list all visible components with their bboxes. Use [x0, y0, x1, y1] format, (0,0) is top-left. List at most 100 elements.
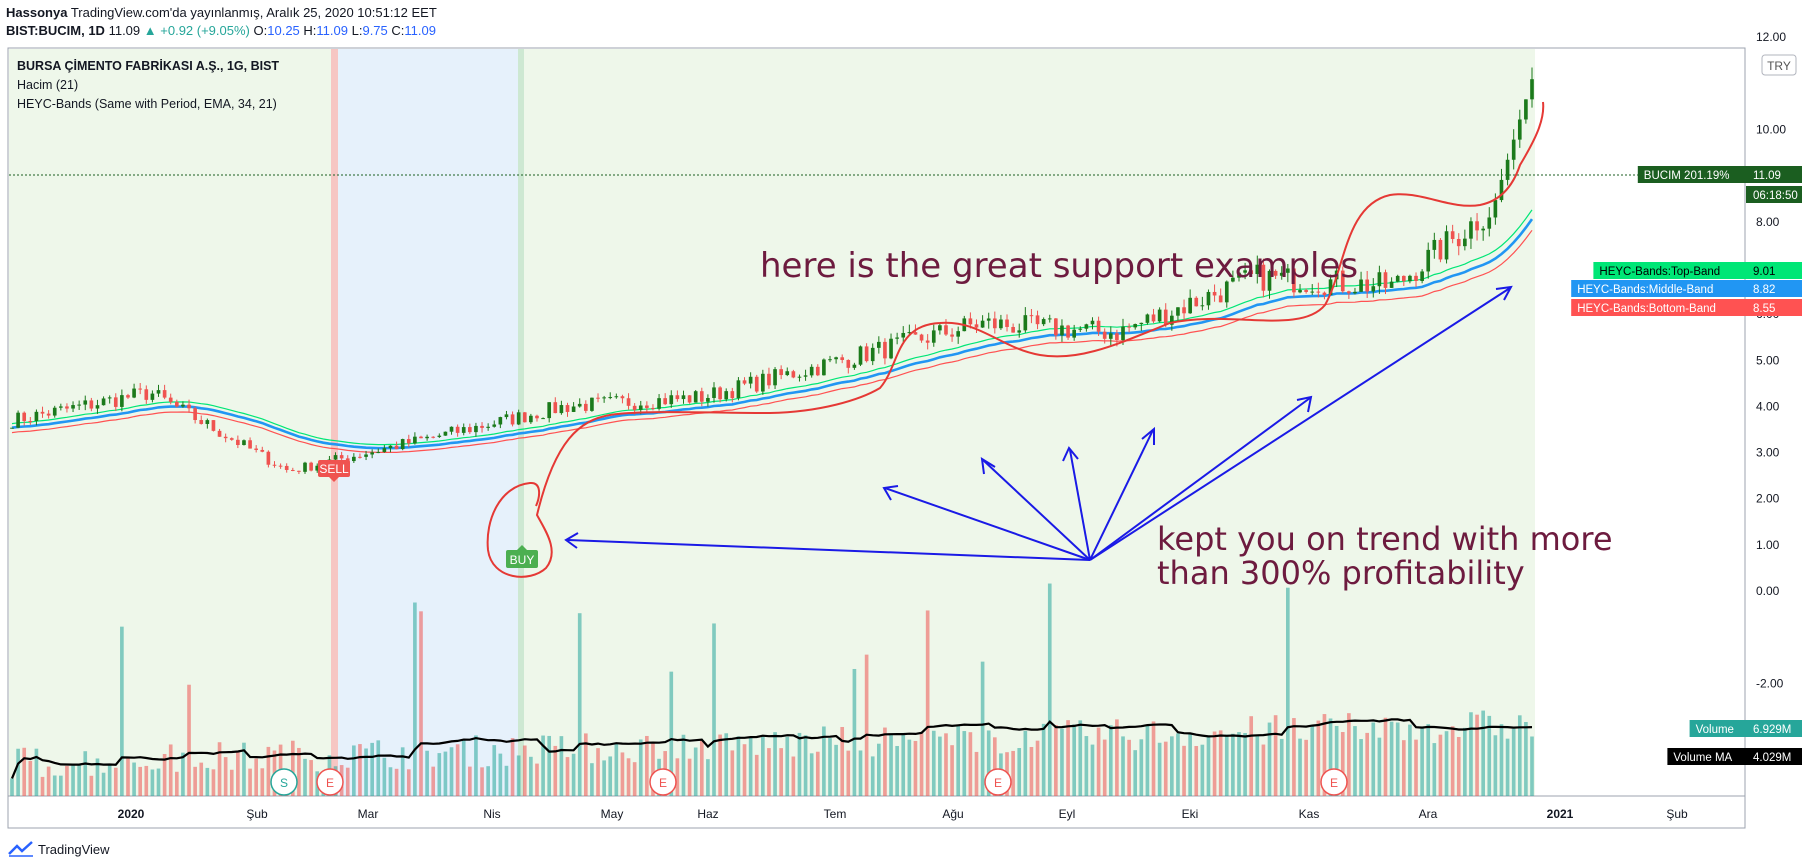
- buy-signal-label: BUY: [510, 553, 535, 567]
- tradingview-logo-icon: [8, 841, 33, 857]
- volume-bar: [1371, 722, 1376, 796]
- price-tag-label: Volume MA: [1673, 752, 1732, 764]
- candle-body: [645, 405, 649, 408]
- footer-brand[interactable]: TradingView: [38, 841, 110, 857]
- candle-body: [565, 405, 570, 412]
- candle-body: [1475, 221, 1479, 231]
- candle-body: [748, 376, 753, 384]
- volume-bar: [1188, 733, 1192, 796]
- volume-bar: [1279, 738, 1284, 796]
- candle-body: [699, 391, 704, 402]
- volume-bar: [1377, 737, 1382, 796]
- candle-body: [272, 464, 277, 466]
- arrow-1: [567, 539, 1091, 561]
- arrow-4-head: [1062, 446, 1079, 462]
- volume-bar: [1182, 745, 1186, 796]
- price-tag-label-box: [1689, 720, 1746, 737]
- price-tag-value-box: [1746, 166, 1802, 183]
- candle-body: [919, 334, 924, 341]
- price-tag-value-box: [1746, 299, 1802, 316]
- volume-bar: [1224, 734, 1229, 796]
- candle-body: [657, 398, 661, 409]
- volume-bar: [620, 752, 625, 796]
- candle-body: [1035, 315, 1040, 325]
- candle-body: [638, 405, 643, 410]
- candle-body: [724, 391, 729, 400]
- candle-body: [22, 412, 27, 421]
- volume-bar: [669, 671, 674, 796]
- legend-indicator: HEYC-Bands (Same with Period, EMA, 34, 2…: [17, 97, 277, 111]
- price-tag-label-box: [1667, 748, 1746, 765]
- volume-bar: [535, 763, 539, 796]
- candle-body: [907, 332, 912, 334]
- arrow-1-head: [564, 532, 579, 549]
- y-tick-label: 0.00: [1756, 584, 1780, 598]
- candle-body: [406, 439, 411, 444]
- candle-body: [1493, 200, 1498, 218]
- sell-signal-label: SELL: [319, 462, 349, 476]
- candle-body: [510, 414, 515, 425]
- arrow-3-head: [980, 457, 996, 475]
- volume-bar: [1102, 739, 1107, 796]
- candle-body: [1078, 328, 1083, 330]
- candle-body: [187, 404, 191, 409]
- volume-bar: [120, 626, 124, 796]
- volume-bar: [1054, 725, 1058, 796]
- candle-body: [504, 414, 509, 418]
- candle-body: [864, 346, 869, 362]
- candle-body: [559, 405, 564, 414]
- volume-bar: [1096, 727, 1101, 796]
- volume-bar: [1450, 726, 1455, 796]
- volume-bar: [113, 767, 118, 796]
- x-tick-label: 2020: [118, 807, 145, 821]
- y-axis-labels: 13.0012.0010.009.008.007.006.005.004.003…: [1756, 30, 1786, 690]
- volume-bar: [229, 769, 234, 796]
- price-tag-value: 6.929M: [1753, 724, 1791, 736]
- volume-bar: [174, 771, 179, 796]
- candle-body: [846, 359, 851, 368]
- volume-bar: [400, 747, 405, 796]
- volume-bar: [1389, 721, 1394, 796]
- volume-bar: [724, 733, 729, 796]
- top-band-line: [11, 209, 1533, 446]
- candle-body: [1505, 159, 1510, 180]
- price-tag-value-box: [1746, 280, 1802, 297]
- candle-body: [339, 455, 344, 459]
- candle-body: [1292, 268, 1296, 293]
- candle-body: [394, 445, 399, 450]
- candle-body: [205, 420, 210, 424]
- volume-bar: [1511, 728, 1516, 796]
- publish-info: TradingView.com'da yayınlanmış, Aralık 2…: [70, 5, 437, 20]
- volume-bar: [986, 730, 991, 796]
- candle-body: [614, 396, 619, 398]
- x-tick-label: Haz: [697, 807, 718, 821]
- volume-bar: [889, 733, 893, 796]
- candle-body: [1481, 228, 1485, 231]
- candle-body: [1408, 275, 1412, 282]
- candle-body: [1499, 179, 1504, 201]
- earnings-marker: [649, 768, 677, 796]
- volume-bar: [1499, 724, 1504, 796]
- volume-bar: [1359, 739, 1363, 796]
- legend-title: BURSA ÇİMENTO FABRİKASI A.Ş., 1G, BIST: [17, 58, 279, 73]
- candle-body: [1517, 119, 1522, 140]
- volume-bar: [46, 766, 51, 796]
- volume-bar: [156, 768, 161, 796]
- candle-body: [1273, 270, 1278, 276]
- volume-bar: [815, 751, 820, 796]
- volume-bar: [1041, 723, 1046, 796]
- candle-body: [376, 452, 381, 454]
- volume-bar: [1060, 728, 1064, 796]
- arrow-6: [1089, 397, 1311, 561]
- volume-bar: [425, 750, 429, 796]
- candle-body: [242, 440, 246, 446]
- volume-bar: [583, 733, 588, 796]
- candle-body: [1041, 319, 1046, 325]
- y-tick-label: 3.00: [1756, 446, 1780, 460]
- volume-bar: [437, 753, 442, 796]
- candle-body: [1054, 318, 1058, 336]
- author-name[interactable]: Hassonya: [6, 5, 68, 20]
- currency-box[interactable]: [1761, 54, 1797, 76]
- volume-bar: [95, 758, 100, 796]
